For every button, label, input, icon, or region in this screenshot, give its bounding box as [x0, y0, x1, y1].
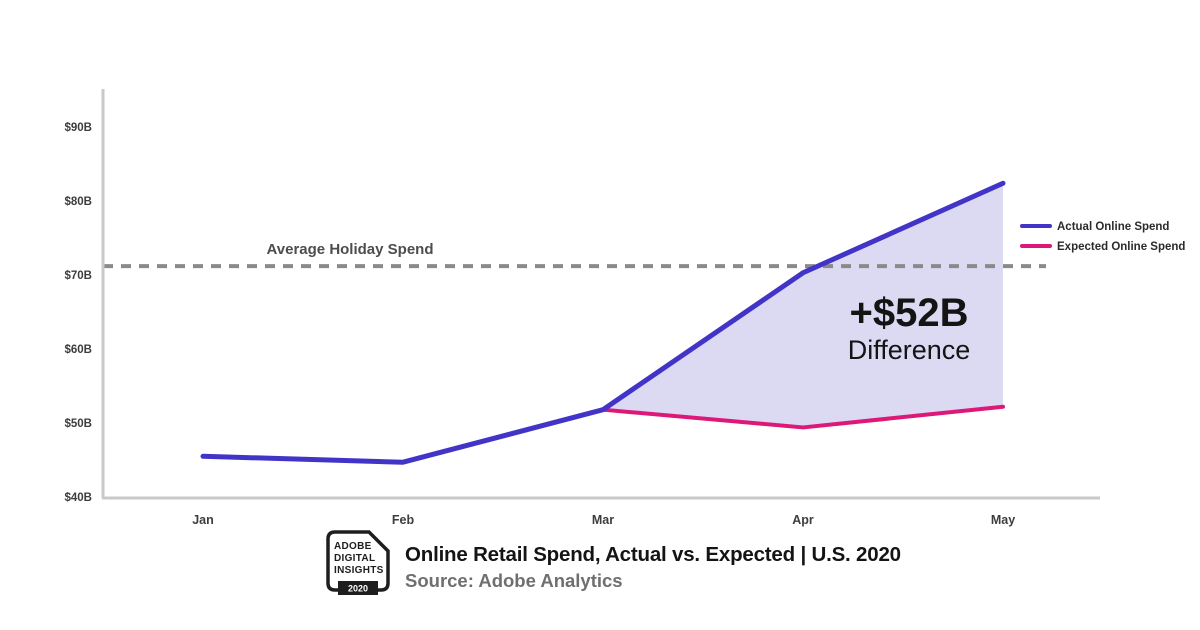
logo-line-3: INSIGHTS [334, 565, 384, 576]
adobe-digital-insights-logo: ADOBE DIGITAL INSIGHTS 2020 [326, 530, 390, 595]
x-tick-label: Jan [192, 513, 214, 527]
y-tick-label: $70B [65, 270, 93, 282]
x-tick-label: May [991, 513, 1015, 527]
legend-label-expected: Expected Online Spend [1057, 241, 1185, 253]
x-tick-label: Apr [792, 513, 814, 527]
logo-year-badge [338, 581, 378, 595]
chart-title: Online Retail Spend, Actual vs. Expected… [405, 543, 901, 566]
logo-page-shape-icon [326, 530, 390, 592]
y-tick-label: $60B [65, 344, 93, 356]
chart-source: Source: Adobe Analytics [405, 570, 623, 591]
difference-sub-label: Difference [848, 335, 971, 365]
caption: Online Retail Spend, Actual vs. Expected… [405, 529, 901, 592]
actual-online-spend-line [200, 180, 1006, 465]
y-tick-label: $80B [65, 196, 93, 208]
logo-year-text: 2020 [348, 584, 368, 594]
legend-label-actual: Actual Online Spend [1057, 221, 1169, 233]
y-tick-label: $40B [65, 492, 93, 504]
y-tick-label: $50B [65, 418, 93, 430]
difference-value-label: +$52B [850, 291, 969, 335]
footer: ADOBE DIGITAL INSIGHTS 2020 Online Retai… [324, 529, 901, 599]
difference-area [603, 183, 1003, 428]
average-holiday-spend-label: Average Holiday Spend [267, 241, 434, 258]
logo-line-2: DIGITAL [334, 553, 375, 564]
x-tick-label: Feb [392, 513, 415, 527]
x-tick-label: Mar [592, 513, 614, 527]
y-tick-label: $90B [65, 122, 93, 134]
logo-line-1: ADOBE [334, 541, 372, 552]
